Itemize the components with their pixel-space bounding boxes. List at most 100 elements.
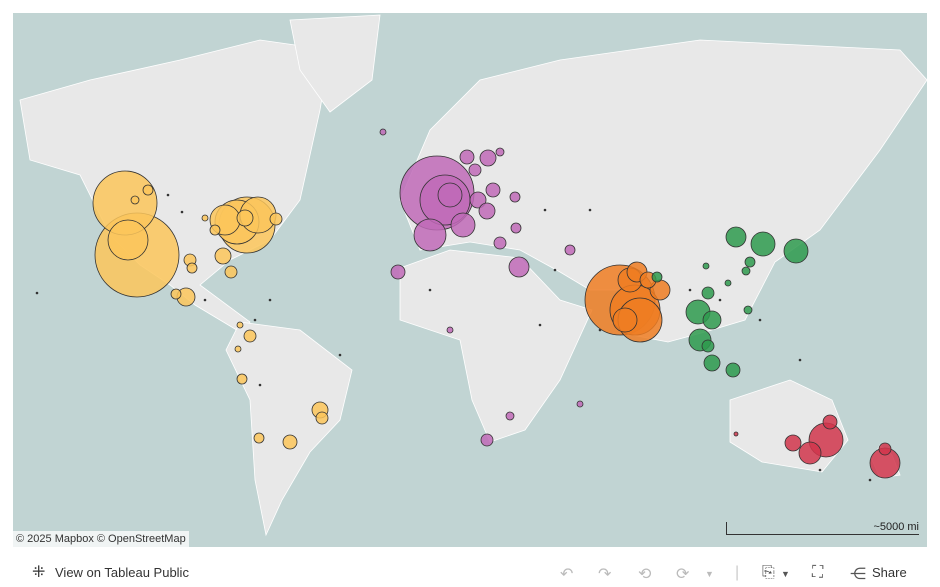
city-marker-americas[interactable] (107, 219, 149, 261)
city-marker-east-asia[interactable] (724, 279, 732, 287)
city-marker-americas[interactable] (214, 247, 232, 265)
city-marker-europe-africa[interactable] (564, 244, 576, 256)
city-marker-oceania[interactable] (878, 442, 892, 456)
small-city-marker[interactable] (718, 298, 722, 302)
city-marker-americas[interactable] (170, 288, 182, 300)
refresh-icon[interactable]: ⟳ (676, 566, 690, 583)
small-city-marker[interactable] (868, 478, 872, 482)
city-marker-europe-africa[interactable] (459, 149, 475, 165)
fullscreen-icon[interactable]: ⛶ (812, 564, 824, 581)
city-marker-europe-africa[interactable] (495, 147, 505, 157)
landmass-africa (399, 249, 593, 443)
city-marker-east-asia[interactable] (725, 226, 747, 248)
chevron-down-icon[interactable]: ▼ (705, 569, 714, 579)
city-marker-europe-africa[interactable] (480, 433, 494, 447)
city-marker-americas[interactable] (130, 195, 140, 205)
map-canvas[interactable] (13, 13, 927, 547)
small-city-marker[interactable] (598, 328, 602, 332)
small-city-marker[interactable] (35, 291, 39, 295)
city-marker-americas[interactable] (142, 184, 154, 196)
city-marker-east-asia[interactable] (743, 305, 753, 315)
city-marker-europe-africa[interactable] (508, 256, 530, 278)
small-city-marker[interactable] (180, 210, 184, 214)
toolbar: ⁜ View on Tableau Public ↶ ↷ ⟲ ⟳ ▼ | ⎘ ▼… (0, 556, 940, 587)
city-marker-americas[interactable] (186, 262, 198, 274)
share-button[interactable]: Share (872, 565, 907, 580)
small-city-marker[interactable] (258, 383, 262, 387)
small-city-marker[interactable] (253, 318, 257, 322)
city-marker-americas[interactable] (224, 265, 238, 279)
redo-icon[interactable]: ↷ (598, 566, 612, 583)
city-marker-east-asia[interactable] (750, 231, 776, 257)
city-marker-europe-africa[interactable] (510, 222, 522, 234)
city-marker-americas[interactable] (253, 432, 265, 444)
undo-icon[interactable]: ↶ (560, 566, 574, 583)
city-marker-europe-africa[interactable] (485, 182, 501, 198)
city-marker-americas[interactable] (315, 411, 329, 425)
small-city-marker[interactable] (688, 288, 692, 292)
landmass-eurasia (399, 39, 927, 343)
share-icon[interactable]: ⋲ (850, 566, 866, 583)
city-marker-east-asia[interactable] (701, 339, 715, 353)
city-marker-east-asia[interactable] (741, 266, 751, 276)
city-marker-east-asia[interactable] (744, 256, 756, 268)
city-marker-europe-africa[interactable] (505, 411, 515, 421)
city-marker-europe-africa[interactable] (446, 326, 454, 334)
city-marker-americas[interactable] (236, 209, 254, 227)
city-marker-east-asia[interactable] (703, 354, 721, 372)
city-marker-oceania[interactable] (784, 434, 802, 452)
city-marker-oceania[interactable] (733, 431, 739, 437)
small-city-marker[interactable] (166, 193, 170, 197)
small-city-marker[interactable] (203, 298, 207, 302)
city-marker-americas[interactable] (209, 224, 221, 236)
divider: | (735, 564, 740, 581)
city-marker-europe-africa[interactable] (437, 182, 463, 208)
city-marker-east-asia[interactable] (701, 286, 715, 300)
tableau-logo-icon: ⁜ (32, 564, 46, 581)
city-marker-americas[interactable] (201, 214, 209, 222)
city-marker-europe-africa[interactable] (576, 400, 584, 408)
city-marker-oceania[interactable] (798, 441, 822, 465)
small-city-marker[interactable] (538, 323, 542, 327)
landmass-greenland (289, 14, 381, 113)
city-marker-oceania[interactable] (822, 414, 838, 430)
map-view[interactable]: © 2025 Mapbox © OpenStreetMap ~5000 mi (13, 13, 927, 547)
chevron-down-icon[interactable]: ▼ (781, 569, 790, 579)
city-marker-europe-africa[interactable] (413, 218, 447, 252)
city-marker-south-asia[interactable] (612, 307, 638, 333)
city-marker-europe-africa[interactable] (509, 191, 521, 203)
city-marker-europe-africa[interactable] (493, 236, 507, 250)
small-city-marker[interactable] (338, 353, 342, 357)
map-attribution[interactable]: © 2025 Mapbox © OpenStreetMap (13, 531, 189, 547)
revert-icon[interactable]: ⟲ (638, 566, 652, 583)
small-city-marker[interactable] (428, 288, 432, 292)
small-city-marker[interactable] (588, 208, 592, 212)
city-marker-americas[interactable] (234, 345, 242, 353)
city-marker-europe-africa[interactable] (450, 212, 476, 238)
city-marker-europe-africa[interactable] (469, 191, 487, 209)
city-marker-americas[interactable] (282, 434, 298, 450)
city-marker-east-asia[interactable] (702, 310, 722, 330)
city-marker-europe-africa[interactable] (468, 163, 482, 177)
download-icon[interactable]: ⎘ (762, 564, 775, 581)
city-marker-europe-africa[interactable] (379, 128, 387, 136)
city-marker-europe-africa[interactable] (390, 264, 406, 280)
city-marker-europe-africa[interactable] (479, 149, 497, 167)
small-city-marker[interactable] (758, 318, 762, 322)
city-marker-americas[interactable] (243, 329, 257, 343)
small-city-marker[interactable] (268, 298, 272, 302)
city-marker-americas[interactable] (236, 373, 248, 385)
city-marker-east-asia[interactable] (651, 271, 663, 283)
city-marker-east-asia[interactable] (702, 262, 710, 270)
small-city-marker[interactable] (798, 358, 802, 362)
city-marker-americas[interactable] (236, 321, 244, 329)
city-marker-east-asia[interactable] (725, 362, 741, 378)
view-on-tableau-public-link[interactable]: View on Tableau Public (55, 565, 189, 580)
city-marker-europe-africa[interactable] (478, 202, 496, 220)
city-marker-east-asia[interactable] (783, 238, 809, 264)
small-city-marker[interactable] (553, 268, 557, 272)
small-city-marker[interactable] (818, 468, 822, 472)
small-city-marker[interactable] (543, 208, 547, 212)
city-marker-americas[interactable] (269, 212, 283, 226)
landmass-south-america (225, 321, 353, 537)
